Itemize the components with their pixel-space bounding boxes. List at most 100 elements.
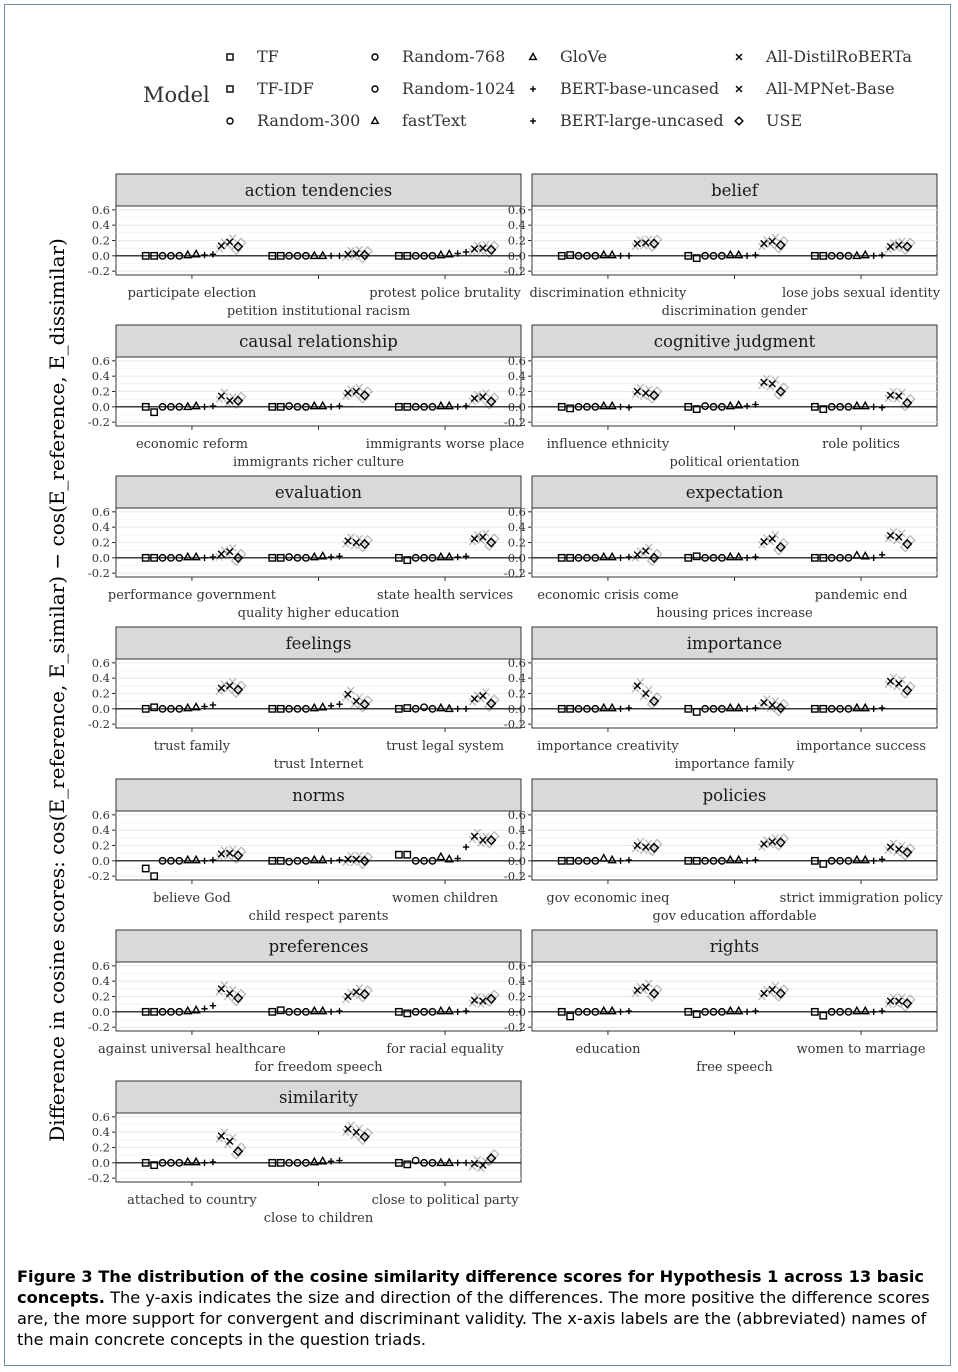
data-point-shadow — [646, 241, 658, 253]
marker-cross-a — [220, 1128, 229, 1137]
marker-triangle — [436, 400, 446, 410]
marker-triangle — [607, 551, 617, 561]
marker-triangle — [852, 550, 862, 559]
marker-diamond — [486, 993, 497, 1004]
marker-diamond — [359, 538, 370, 550]
marker-triangle — [444, 249, 454, 258]
marker-triangle — [607, 249, 617, 259]
data-point — [607, 702, 617, 712]
data-point — [684, 553, 693, 562]
data-point — [870, 554, 877, 562]
data-point — [150, 872, 159, 881]
data-point — [359, 1131, 370, 1142]
data-point — [617, 554, 624, 562]
marker-circle — [591, 1007, 600, 1016]
marker-cross-b — [344, 537, 352, 545]
marker-triangle — [444, 703, 454, 713]
marker-cross-b — [633, 387, 642, 396]
data-point-shadow — [773, 705, 785, 717]
data-point — [301, 856, 310, 865]
data-point — [810, 1007, 819, 1016]
data-point — [625, 1007, 633, 1015]
data-point — [692, 405, 701, 414]
data-point — [743, 1008, 751, 1016]
marker-diamond — [357, 541, 369, 553]
marker-square — [276, 402, 285, 411]
marker-circle — [285, 553, 293, 561]
data-point — [752, 1007, 759, 1015]
marker-cross-a — [758, 701, 766, 710]
data-point — [479, 533, 487, 541]
marker-circle — [411, 553, 420, 562]
data-point — [420, 703, 428, 712]
marker-circle — [428, 251, 437, 260]
marker-cross-a — [220, 546, 229, 555]
y-tick-label: 0.2 — [92, 990, 110, 1004]
data-point — [394, 704, 403, 713]
data-point — [566, 404, 575, 413]
marker-cross-b — [735, 85, 743, 93]
data-point — [183, 854, 193, 864]
data-point — [743, 857, 751, 865]
data-point — [201, 251, 208, 259]
marker-square — [810, 251, 819, 260]
data-point — [760, 239, 768, 248]
marker-circle — [701, 251, 709, 260]
y-tick-label: -0.2 — [88, 415, 110, 429]
marker-triangle — [607, 854, 617, 864]
data-point — [617, 1008, 624, 1016]
marker-diamond — [232, 552, 244, 563]
data-point — [344, 690, 352, 698]
marker-diamond — [902, 998, 913, 1009]
marker-triangle — [317, 702, 328, 711]
marker-triangle — [852, 1005, 862, 1015]
marker-cross-b — [886, 242, 895, 251]
marker-cross-b — [217, 550, 226, 558]
caption-bold: Figure 3 The distribution of the cosine … — [17, 1267, 925, 1307]
marker-diamond — [230, 244, 242, 256]
data-point — [599, 400, 609, 410]
data-point — [276, 1158, 285, 1167]
data-point — [479, 244, 487, 252]
x-tick-label: close to children — [264, 1211, 374, 1226]
marker-diamond — [648, 696, 660, 707]
marker-circle — [701, 402, 709, 410]
marker-diamond — [899, 688, 911, 699]
data-point — [232, 1146, 244, 1157]
data-point — [217, 684, 226, 692]
data-point — [191, 702, 201, 711]
marker-triangle — [852, 702, 862, 712]
marker-circle — [158, 402, 167, 411]
data-point — [648, 390, 660, 401]
data-point — [827, 402, 836, 411]
marker-triangle — [317, 250, 328, 260]
marker-cross-a — [884, 846, 893, 854]
data-point — [403, 1009, 412, 1018]
data-point — [810, 553, 819, 562]
data-point — [599, 551, 609, 561]
data-point — [902, 538, 913, 550]
marker-cross-a — [481, 389, 490, 397]
data-point — [309, 551, 320, 561]
data-point-shadow — [357, 252, 369, 264]
marker-cross-b — [226, 548, 234, 556]
data-point — [902, 847, 913, 858]
marker-triangle — [191, 1156, 201, 1166]
x-tick-label: lose jobs sexual identity — [782, 286, 941, 301]
marker-diamond — [646, 241, 658, 253]
legend-marker — [530, 86, 536, 92]
marker-cross-a — [468, 1162, 477, 1171]
marker-square — [819, 405, 828, 414]
marker-cross-a — [228, 1133, 237, 1142]
marker-triangle — [725, 854, 736, 864]
marker-cross-b — [768, 380, 776, 388]
marker-cross-a — [350, 390, 359, 399]
panel-evaluation: evaluation 0.60.4 0.20.0-0.2 performance go… — [88, 475, 522, 621]
data-point — [141, 704, 150, 713]
marker-circle — [301, 553, 310, 562]
marker-triangle — [599, 400, 609, 410]
marker-diamond — [902, 538, 913, 550]
data-point — [285, 857, 293, 866]
marker-cross-a — [476, 536, 485, 545]
marker-circle — [293, 553, 302, 562]
